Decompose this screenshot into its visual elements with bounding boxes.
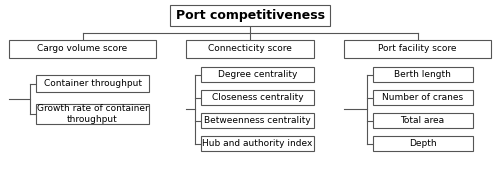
FancyBboxPatch shape (372, 136, 472, 151)
Text: Connecticity score: Connecticity score (208, 44, 292, 53)
Text: Port competitiveness: Port competitiveness (176, 9, 324, 22)
Text: Degree centrality: Degree centrality (218, 70, 297, 79)
Text: Depth: Depth (408, 139, 436, 148)
FancyBboxPatch shape (36, 105, 149, 124)
Text: Hub and authority index: Hub and authority index (202, 139, 312, 148)
FancyBboxPatch shape (201, 67, 314, 82)
FancyBboxPatch shape (201, 90, 314, 105)
FancyBboxPatch shape (372, 113, 472, 128)
Text: Container throughput: Container throughput (44, 79, 142, 88)
FancyBboxPatch shape (201, 136, 314, 151)
Text: Betweenness centrality: Betweenness centrality (204, 116, 311, 125)
Text: Closeness centrality: Closeness centrality (212, 93, 304, 102)
FancyBboxPatch shape (170, 5, 330, 26)
FancyBboxPatch shape (372, 67, 472, 82)
FancyBboxPatch shape (36, 75, 149, 92)
FancyBboxPatch shape (9, 40, 156, 57)
FancyBboxPatch shape (344, 40, 491, 57)
Text: Number of cranes: Number of cranes (382, 93, 463, 102)
FancyBboxPatch shape (201, 113, 314, 128)
Text: Berth length: Berth length (394, 70, 451, 79)
Text: Port facility score: Port facility score (378, 44, 457, 53)
FancyBboxPatch shape (186, 40, 314, 57)
Text: Total area: Total area (400, 116, 444, 125)
Text: Growth rate of container
throughput: Growth rate of container throughput (36, 104, 148, 124)
FancyBboxPatch shape (372, 90, 472, 105)
Text: Cargo volume score: Cargo volume score (38, 44, 128, 53)
